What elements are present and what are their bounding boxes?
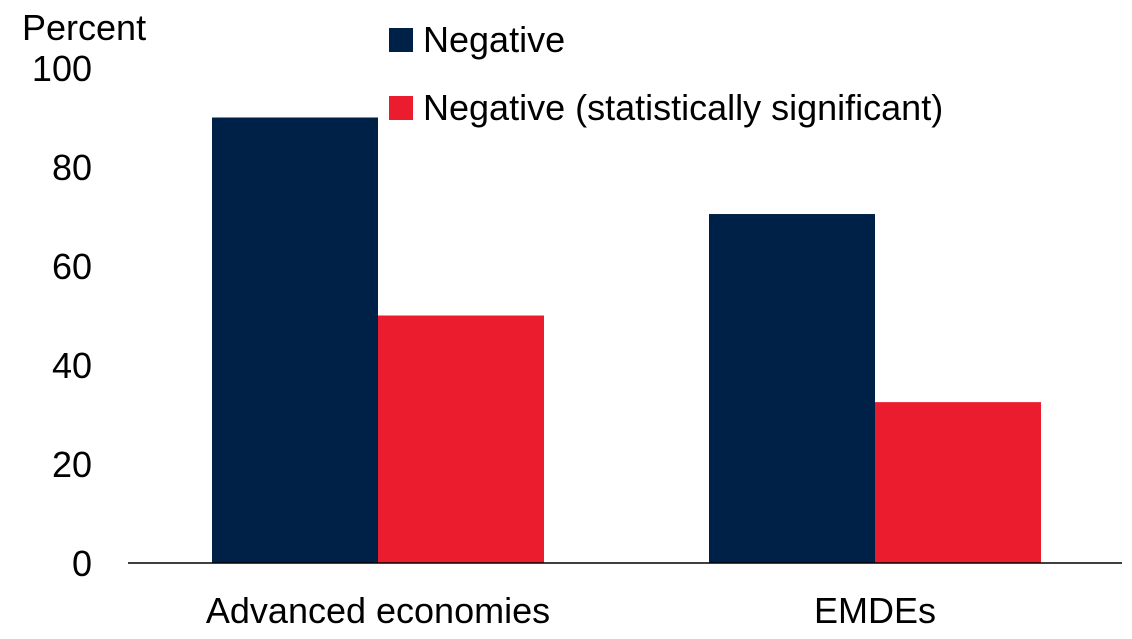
y-axis-ticks: 0 20 40 60 80 100 — [32, 48, 92, 584]
y-tick-label-0: 0 — [72, 543, 92, 584]
legend: Negative Negative (statistically signific… — [389, 19, 943, 128]
y-tick-label-60: 60 — [52, 246, 92, 287]
bar-negative-emdes — [709, 214, 875, 563]
x-category-label-emdes: EMDEs — [814, 590, 936, 631]
y-tick-label-80: 80 — [52, 147, 92, 188]
legend-swatch-negative-significant — [389, 96, 413, 120]
legend-label-negative: Negative — [423, 19, 565, 60]
bar-negative-significant-emdes — [875, 402, 1041, 563]
legend-label-negative-significant: Negative (statistically significant) — [423, 87, 943, 128]
y-tick-label-20: 20 — [52, 444, 92, 485]
y-axis-unit-label: Percent — [22, 7, 146, 48]
x-category-label-advanced-economies: Advanced economies — [206, 590, 550, 631]
legend-swatch-negative — [389, 28, 413, 52]
bar-negative-significant-advanced-economies — [378, 315, 544, 563]
bars — [212, 117, 1041, 563]
y-tick-label-40: 40 — [52, 345, 92, 386]
bar-negative-advanced-economies — [212, 117, 378, 563]
y-tick-label-100: 100 — [32, 48, 92, 89]
x-axis-labels: Advanced economies EMDEs — [206, 590, 936, 631]
